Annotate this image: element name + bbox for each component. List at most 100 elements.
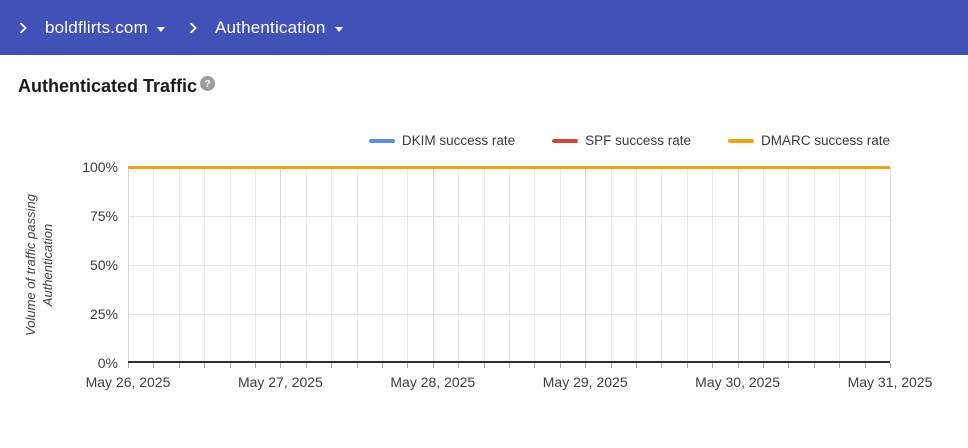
legend-item: SPF success rate [552,133,691,148]
plot-area [128,165,891,368]
gridline-vertical [178,167,180,361]
gridline-vertical [839,167,841,361]
gridline-vertical [153,167,155,361]
gridline-vertical [661,167,663,361]
chevron-right-icon [20,22,27,33]
gridline-vertical [890,167,891,361]
x-axis-tick [610,363,612,368]
legend: DKIM success rate SPF success rate DMARC s… [368,133,890,148]
x-axis-label: May 31, 2025 [847,374,933,390]
gridline-vertical [255,167,256,361]
gridline-horizontal [128,265,890,266]
help-icon[interactable]: ? [200,76,216,91]
gridline-vertical [128,167,129,361]
gridline-vertical [788,167,790,361]
x-axis-tick [229,363,231,368]
x-axis-tick [204,363,206,368]
y-axis-label: 25% [89,306,118,322]
x-axis-tick [432,363,434,368]
gridline-vertical [585,167,587,361]
x-axis-label: May 27, 2025 [237,374,323,390]
x-axis-tick [509,363,510,368]
chevron-right-icon [190,22,197,33]
x-axis-tick [534,363,536,368]
x-axis-label: May 26, 2025 [85,374,171,390]
x-axis-tick [661,363,663,368]
x-axis-tick [255,363,256,368]
gridline-vertical [813,167,815,361]
chart-region: Volume of traffic passing Authentication… [0,159,968,412]
gridline-vertical [763,167,764,361]
legend-swatch [552,138,579,143]
x-axis-tick [356,363,358,368]
series-line-dmarc [128,165,890,169]
y-axis-label: 100% [82,159,118,175]
x-axis-tick [153,363,155,368]
gridline-vertical [407,167,409,361]
gridline-vertical [483,167,485,361]
gridline-vertical [712,167,714,361]
gridline-vertical [686,167,688,361]
legend-item: DMARC success rate [727,133,890,148]
x-axis-tick [890,363,891,368]
x-axis-tick [712,363,714,368]
gridline-vertical [534,167,536,361]
x-axis-label: May 28, 2025 [390,374,476,390]
gridline-vertical [432,167,434,361]
gridline-vertical [636,167,637,361]
title-row: Authenticated Traffic ? [18,76,216,97]
legend-label: DKIM success rate [401,133,516,148]
breadcrumb-domain-dropdown[interactable]: boldflirts.com [45,18,165,38]
x-axis-tick [280,363,282,368]
gridline-vertical [305,167,307,361]
y-axis-label: 0% [97,355,118,371]
x-axis-tick [382,363,383,368]
x-axis-tick [788,363,790,368]
gridline-vertical [737,167,739,361]
y-axis-label: 75% [89,208,118,224]
legend-item: DKIM success rate [368,133,516,148]
gridline-horizontal [128,314,890,315]
gridline-vertical [229,167,231,361]
gridline-vertical [864,167,866,361]
x-axis-tick [458,363,460,368]
caret-down-icon [334,26,343,32]
legend-label: DMARC success rate [760,133,890,148]
x-axis-tick [305,363,307,368]
gridline-vertical [458,167,460,361]
gridline-vertical [382,167,383,361]
legend-swatch [368,138,395,143]
x-axis-tick [686,363,688,368]
x-axis-tick [407,363,409,368]
legend-swatch [727,138,754,143]
gridline-vertical [204,167,206,361]
breadcrumb-domain-label: boldflirts.com [45,17,148,37]
x-axis-tick [763,363,764,368]
x-axis-tick [737,363,739,368]
gridline-vertical [509,167,510,361]
gridline-vertical [559,167,561,361]
x-axis-tick [559,363,561,368]
y-axis-label: 50% [89,257,118,273]
x-axis-tick [483,363,485,368]
gridline-vertical [280,167,282,361]
gridline-horizontal [128,216,890,217]
breadcrumb-section-dropdown[interactable]: Authentication [215,18,343,38]
gridline-vertical [610,167,612,361]
legend-label: SPF success rate [585,133,691,148]
x-axis-tick [636,363,637,368]
x-axis-tick [813,363,815,368]
x-axis-label: May 30, 2025 [695,374,781,390]
caret-down-icon [156,26,165,32]
gridline-vertical [331,167,333,361]
x-axis-tick [128,363,129,368]
x-axis-tick [864,363,866,368]
x-axis-tick [331,363,333,368]
top-nav-bar: boldflirts.com Authentication [0,0,968,55]
x-axis-tick [178,363,180,368]
x-axis-tick [839,363,841,368]
breadcrumb-section-label: Authentication [214,17,326,37]
x-axis-label: May 29, 2025 [542,374,628,390]
x-axis-tick [585,363,587,368]
